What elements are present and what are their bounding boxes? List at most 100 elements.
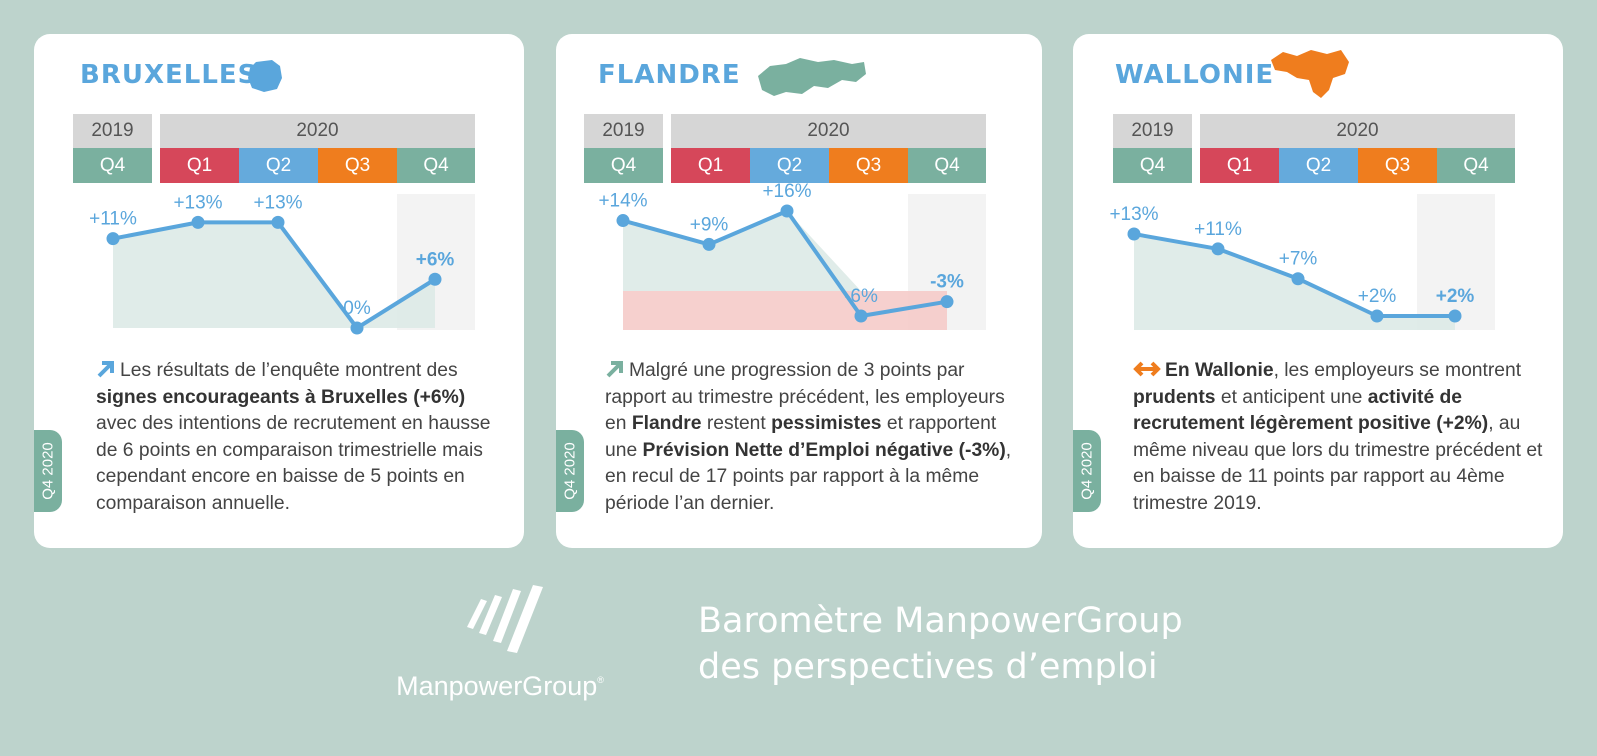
- desc-bold: pessimistes: [771, 413, 882, 434]
- data-label: +7%: [1279, 249, 1318, 270]
- desc-text: , en recul de 17 points par rapport à la…: [605, 439, 1012, 514]
- data-point: [191, 215, 205, 229]
- arrow-up-right-icon: [606, 361, 623, 378]
- data-point: [616, 214, 630, 228]
- data-point: [780, 204, 794, 218]
- data-label: +14%: [598, 191, 647, 212]
- desc-bold: prudents: [1133, 386, 1216, 408]
- manpowergroup-logo: ManpowerGroup®: [380, 585, 620, 705]
- data-label: -3%: [930, 272, 964, 293]
- desc-text: avec des intentions de recrutement en ha…: [96, 413, 491, 514]
- positive-area: [113, 222, 435, 328]
- quarter-q4-2019: Q4: [584, 148, 663, 183]
- year-2020: 2020: [1200, 114, 1515, 148]
- quarter-q3: Q3: [829, 148, 908, 183]
- desc-text: , les employeurs se montrent: [1273, 360, 1522, 381]
- data-point: [271, 215, 285, 229]
- line-chart-bruxelles: +11% +13% +13% 0% +6%: [89, 192, 475, 335]
- quarter-q4-2019: Q4: [73, 148, 152, 183]
- desc-text: et rapportent une: [605, 413, 997, 461]
- data-point: [1448, 309, 1462, 323]
- line-chart-wallonie: +13% +11% +7% +2% +2%: [1109, 194, 1495, 330]
- quarter-q2: Q2: [750, 148, 829, 183]
- data-point: [1291, 272, 1305, 286]
- registered-mark: ®: [597, 675, 604, 685]
- quarter-q1: Q1: [671, 148, 750, 183]
- data-point: [1127, 227, 1141, 241]
- desc-bold: (+6%): [413, 386, 466, 408]
- positive-area: [623, 211, 947, 291]
- region-card-flandre: FLANDRE 2019 2020 Q4 Q1 Q2 Q3 Q4 +14% +9%…: [556, 34, 1042, 548]
- data-point: [428, 272, 442, 286]
- desc-text: et anticipent une: [1220, 386, 1363, 408]
- manpowergroup-logo-mark: [467, 585, 543, 653]
- data-label: +2%: [1358, 286, 1397, 307]
- desc-bold: Flandre: [631, 413, 702, 434]
- footer-title-line1: Baromètre ManpowerGroup: [698, 601, 1183, 641]
- wallonia-map-icon: [1271, 50, 1349, 98]
- year-2020: 2020: [160, 114, 475, 148]
- desc-bold: signes encourageants à Bruxelles: [96, 386, 408, 408]
- quarter-q3: Q3: [1358, 148, 1437, 183]
- quarter-q4: Q4: [1437, 148, 1515, 183]
- desc-text: restent: [706, 413, 766, 434]
- data-point: [1211, 242, 1225, 256]
- data-point: [940, 295, 954, 309]
- left-right-arrow-icon: [1133, 361, 1161, 377]
- year-2019: 2019: [73, 114, 152, 148]
- quarter-q4-2019: Q4: [1113, 148, 1192, 183]
- data-label: +13%: [173, 192, 222, 213]
- brussels-map-icon: [248, 60, 282, 92]
- quarter-q2: Q2: [1279, 148, 1358, 183]
- data-label: +9%: [690, 214, 729, 235]
- region-title: FLANDRE: [598, 60, 741, 90]
- region-title: WALLONIE: [1115, 60, 1275, 90]
- quarter-q2: Q2: [239, 148, 318, 183]
- quarter-q3: Q3: [318, 148, 397, 183]
- quarter-q4: Q4: [397, 148, 475, 183]
- period-tab: Q4 2020: [1073, 430, 1101, 512]
- flanders-map-icon: [758, 58, 866, 96]
- data-point: [106, 232, 120, 246]
- brand-name-text: ManpowerGroup: [396, 671, 598, 701]
- desc-text: Malgré une progression de 3 points par r…: [605, 360, 1005, 434]
- desc-bold: En Wallonie: [1165, 360, 1274, 381]
- description: Les résultats de l’enquête montrent des …: [96, 358, 506, 517]
- footer-title: Baromètre ManpowerGroup des perspectives…: [698, 598, 1183, 690]
- data-point: [854, 309, 868, 323]
- region-title: BRUXELLES: [80, 60, 258, 90]
- data-label: -6%: [844, 286, 878, 307]
- period-tab-label: Q4 2020: [561, 442, 579, 500]
- brand-name: ManpowerGroup®: [380, 671, 620, 702]
- period-tab: Q4 2020: [556, 430, 584, 512]
- period-tab-label: Q4 2020: [39, 442, 57, 500]
- desc-bold: Prévision Nette d’Emploi négative (-3%): [642, 439, 1006, 461]
- footer-title-line2: des perspectives d’emploi: [698, 647, 1158, 687]
- data-label: +13%: [253, 192, 302, 213]
- year-2019: 2019: [1113, 114, 1192, 148]
- year-2020: 2020: [671, 114, 986, 148]
- desc-text: , au même niveau que lors du trimestre p…: [1133, 413, 1543, 514]
- period-tab-label: Q4 2020: [1078, 442, 1096, 500]
- data-label: +6%: [416, 249, 455, 270]
- data-label: +2%: [1436, 286, 1475, 307]
- highlight-column: [1417, 194, 1495, 330]
- data-label: +16%: [762, 181, 811, 202]
- data-label: +11%: [89, 209, 137, 230]
- line-chart-flandre: +14% +9% +16% -6% -3%: [598, 181, 986, 330]
- desc-bold: activité de recrutement légèrement posit…: [1133, 386, 1489, 435]
- data-label: 0%: [343, 298, 371, 319]
- data-label: +11%: [1194, 219, 1242, 240]
- year-2019: 2019: [584, 114, 663, 148]
- description: En Wallonie, les employeurs se montrent …: [1133, 358, 1549, 517]
- data-point: [702, 237, 716, 251]
- quarter-q1: Q1: [1200, 148, 1279, 183]
- quarter-q1: Q1: [160, 148, 239, 183]
- data-label: +13%: [1109, 204, 1158, 225]
- region-card-bruxelles: BRUXELLES 2019 2020 Q4 Q1 Q2 Q3 Q4 +11% +…: [34, 34, 524, 548]
- desc-text: Les résultats de l’enquête montrent des: [120, 360, 458, 381]
- data-point: [350, 321, 364, 335]
- data-point: [1370, 309, 1384, 323]
- arrow-up-right-icon: [97, 361, 114, 378]
- period-tab: Q4 2020: [34, 430, 62, 512]
